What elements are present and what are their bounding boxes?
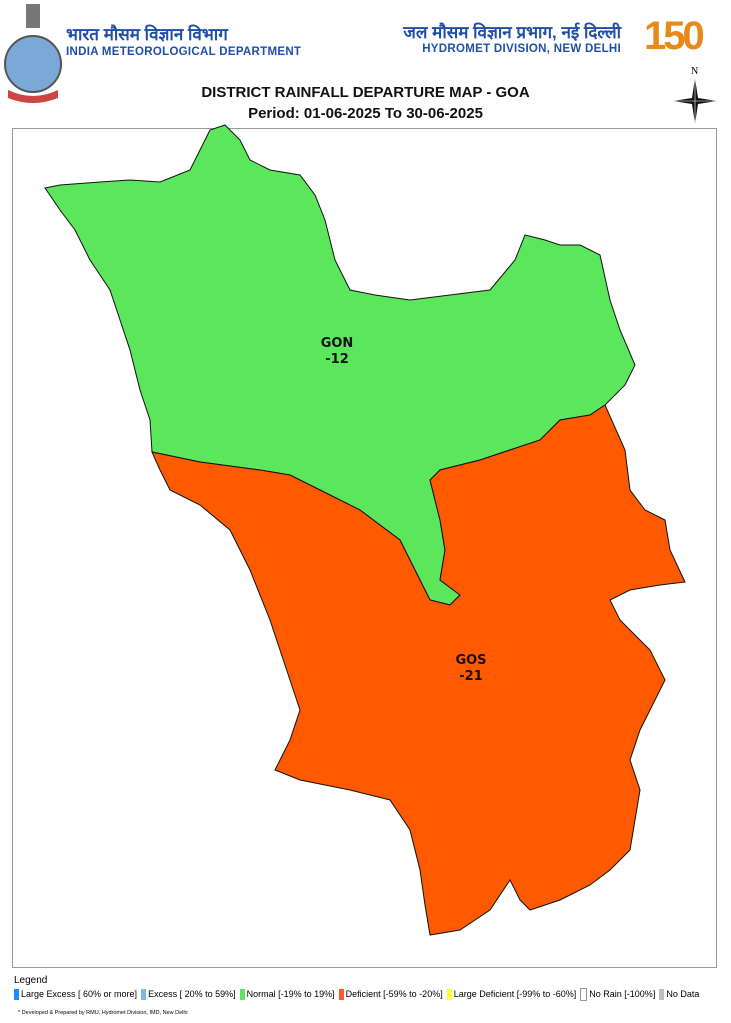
district-gos[interactable] (151, 404, 686, 936)
district-gon-code: GON (321, 336, 354, 351)
legend-label: No Rain [-100%] (589, 988, 656, 999)
legend-label: Excess [ 20% to 59%] (148, 988, 236, 999)
legend-swatch (446, 989, 452, 1001)
legend-item: Large Deficient [-99% to -60%] (446, 988, 577, 1001)
legend-item: Normal [-19% to 19%] (239, 988, 335, 1001)
legend-item: No Rain [-100%] (580, 988, 655, 1001)
legend-label: Deficient [-59% to -20%] (345, 988, 443, 999)
imd-emblem-logo (4, 4, 62, 103)
district-gos-departure: -21 (459, 669, 483, 684)
map-title: DISTRICT RAINFALL DEPARTURE MAP - GOA (201, 84, 530, 101)
legend-label: Large Deficient [-99% to -60%] (453, 988, 577, 999)
imd-150-logo: 150 (644, 14, 705, 58)
legend-swatch (659, 989, 665, 1001)
legend-swatch (580, 988, 588, 1001)
map-frame (12, 128, 717, 968)
map-period: Period: 01-06-2025 To 30-06-2025 (248, 105, 483, 122)
legend-label: Large Excess [ 60% or more] (21, 988, 138, 999)
compass-north-label: N (691, 66, 699, 77)
legend-item: Excess [ 20% to 59%] (141, 988, 236, 1001)
hydromet-english-name: HYDROMET DIVISION, NEW DELHI (422, 43, 621, 55)
legend-swatch (239, 989, 245, 1001)
legend-label: Normal [-19% to 19%] (246, 988, 335, 999)
legend-item: Large Excess [ 60% or more] (14, 988, 138, 1001)
hydromet-hindi-name: जल मौसम विज्ञान प्रभाग, नई दिल्ली (403, 23, 621, 42)
compass-rose-icon (673, 78, 717, 124)
legend: Large Excess [ 60% or more] Excess [ 20% … (14, 988, 699, 1001)
legend-swatch (338, 989, 344, 1001)
imd-english-name: INDIA METEOROLOGICAL DEPARTMENT (66, 46, 302, 58)
imd-hindi-name: भारत मौसम विज्ञान विभाग (66, 25, 228, 44)
legend-swatch (14, 989, 19, 1001)
legend-item: No Data (659, 988, 700, 1001)
district-gon-departure: -12 (325, 352, 349, 367)
legend-swatch (141, 989, 147, 1001)
legend-label: No Data (666, 988, 700, 999)
footer-credit: * Developed & Prepared by RMU, Hydromet … (18, 1010, 188, 1016)
legend-item: Deficient [-59% to -20%] (338, 988, 443, 1001)
district-gos-code: GOS (455, 653, 486, 668)
legend-title: Legend (14, 975, 48, 986)
